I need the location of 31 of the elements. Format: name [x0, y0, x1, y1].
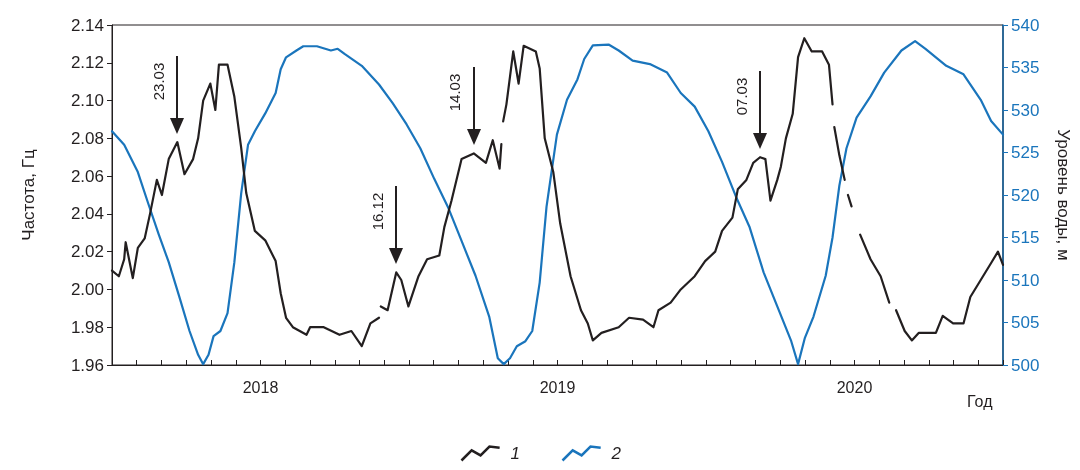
y-tick-label: 2.10: [70, 91, 104, 111]
x-axis-title: Год: [967, 392, 994, 410]
y-tick-label: 2.14: [70, 15, 104, 35]
y-tick-label: 2.08: [70, 128, 104, 148]
annotation: 07.03: [732, 77, 750, 115]
y2-tick-label: 520: [1011, 185, 1040, 205]
y-tick-label: 2.00: [70, 279, 104, 299]
y2-tick-label: 530: [1011, 100, 1040, 120]
y2-tick-label: 510: [1011, 270, 1040, 290]
x-tick-label: 2018: [242, 378, 279, 396]
y2-tick-label: 540: [1011, 15, 1040, 35]
y-tick-label: 2.12: [70, 53, 104, 73]
y2-tick-label: 525: [1011, 143, 1040, 162]
y-tick-label: 2.06: [70, 166, 104, 186]
y2-tick-label: 505: [1011, 313, 1040, 332]
annotation: 14.03: [446, 73, 464, 112]
y-tick-label: 1.98: [70, 317, 104, 337]
x-tick-label: 2020: [836, 378, 873, 396]
y2-tick-label: 535: [1011, 58, 1040, 77]
y2-tick-label: 500: [1011, 355, 1040, 375]
annotation: 16.12: [368, 192, 386, 231]
y-axis-title: Частота, Гц: [19, 149, 38, 241]
x-tick-label: 2019: [539, 378, 576, 396]
y2-tick-label: 515: [1011, 228, 1040, 247]
annotation: 23.03: [150, 62, 168, 100]
legend-label: 1: [510, 444, 521, 463]
y2-axis-title: Уровень воды, м: [1054, 129, 1073, 261]
y-tick-label: 1.96: [70, 355, 104, 375]
y-tick-label: 2.04: [70, 204, 104, 224]
y-tick-label: 2.02: [70, 242, 104, 262]
legend-label: 2: [610, 444, 622, 463]
